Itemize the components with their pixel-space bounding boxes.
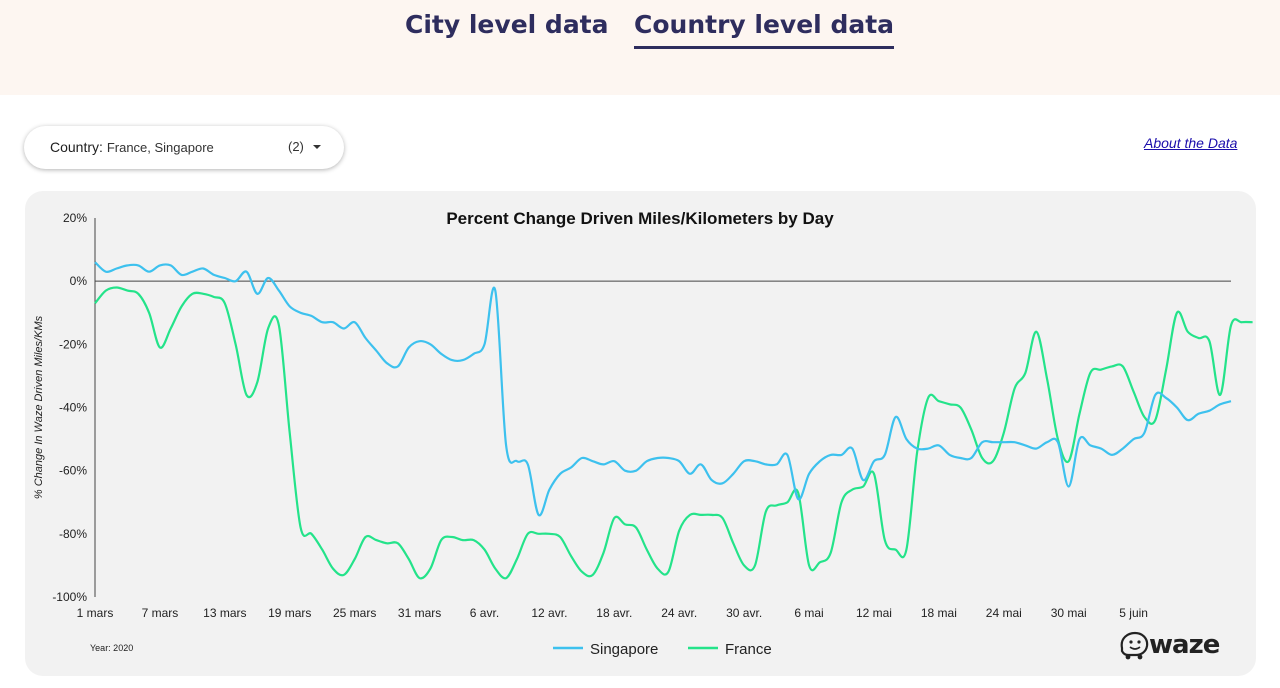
waze-logo: waze [1120, 630, 1221, 660]
x-tick-label: 1 mars [77, 606, 114, 620]
x-tick-label: 30 mai [1051, 606, 1087, 620]
x-tick-label: 5 juin [1119, 606, 1148, 620]
waze-wordmark: waze [1149, 630, 1220, 660]
country-filter-label: Country: France, Singapore [50, 139, 214, 155]
x-tick-label: 25 mars [333, 606, 376, 620]
waze-wheel-left [1125, 654, 1131, 660]
legend-label-singapore: Singapore [590, 641, 658, 658]
x-tick-label: 30 avr. [726, 606, 762, 620]
waze-eye-right [1137, 640, 1141, 644]
x-tick-label: 24 avr. [661, 606, 697, 620]
tab-city-level-data[interactable]: City level data [405, 10, 609, 39]
x-tick-label: 18 avr. [596, 606, 632, 620]
y-tick-label: -60% [59, 464, 87, 478]
line-chart: Percent Change Driven Miles/Kilometers b… [33, 209, 1253, 660]
country-filter-count: (2) [288, 139, 304, 154]
waze-wheel-right [1137, 654, 1143, 660]
x-tick-label: 31 mars [398, 606, 441, 620]
x-tick-label: 18 mai [921, 606, 957, 620]
y-tick-label: -20% [59, 337, 87, 351]
y-axis-label: % Change In Waze Driven Miles/KMs [33, 315, 45, 499]
waze-eye-left [1129, 640, 1133, 644]
y-tick-label: -80% [59, 527, 87, 541]
series-line-france [94, 286, 1253, 580]
x-tick-label: 13 mars [203, 606, 246, 620]
x-tick-label: 24 mai [986, 606, 1022, 620]
series-line-singapore [94, 261, 1232, 517]
waze-smile [1129, 646, 1141, 650]
x-tick-label: 19 mars [268, 606, 311, 620]
about-the-data-link[interactable]: About the Data [1144, 135, 1238, 151]
waze-icon [1120, 631, 1149, 657]
x-tick-label: 7 mars [142, 606, 179, 620]
chart-title: Percent Change Driven Miles/Kilometers b… [446, 209, 834, 228]
chevron-down-icon [313, 145, 321, 149]
x-tick-label: 6 mai [794, 606, 823, 620]
top-navigation-bar: City level data Country level data [0, 0, 1280, 95]
tab-country-level-data[interactable]: Country level data [634, 10, 895, 49]
x-tick-label: 6 avr. [470, 606, 499, 620]
country-filter-value: France, Singapore [106, 140, 214, 155]
country-filter-dropdown[interactable]: Country: France, Singapore (2) [24, 126, 344, 169]
year-note: Year: 2020 [90, 643, 133, 653]
y-tick-label: -40% [59, 401, 87, 415]
y-tick-label: 0% [70, 274, 88, 288]
legend-label-france: France [725, 641, 772, 658]
y-tick-label: -100% [52, 590, 87, 604]
chart-card: Percent Change Driven Miles/Kilometers b… [25, 191, 1256, 676]
x-tick-label: 12 mai [856, 606, 892, 620]
y-tick-label: 20% [63, 211, 87, 225]
x-tick-label: 12 avr. [531, 606, 567, 620]
